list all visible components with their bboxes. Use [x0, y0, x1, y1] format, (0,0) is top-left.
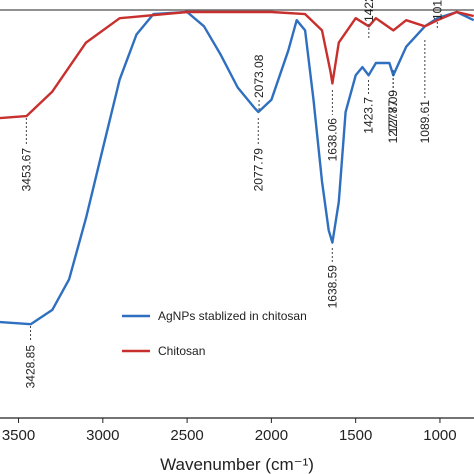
legend-label: AgNPs stablized in chitosan [158, 309, 307, 323]
x-tick-label: 1000 [423, 427, 456, 444]
annotation-label: 3453.67 [19, 148, 33, 192]
annotation-label: 1422 [362, 0, 376, 22]
annotation-label: 1277.09 [386, 90, 400, 134]
x-axis-label: Wavenumber (cm⁻¹) [160, 455, 314, 474]
annotation-label: 1638.06 [325, 118, 339, 162]
series-line [0, 10, 474, 326]
x-tick-label: 1500 [339, 427, 372, 444]
annotation-label: 1423.7 [362, 97, 376, 134]
legend-label: Chitosan [158, 344, 205, 358]
annotation-label: 1638.59 [325, 265, 339, 309]
x-tick-label: 3000 [86, 427, 119, 444]
annotation-label: 2073.08 [252, 54, 266, 98]
x-tick-label: 2000 [255, 427, 288, 444]
annotation-label: 1089.61 [418, 100, 432, 144]
annotation-label: 2077.79 [251, 148, 265, 192]
x-tick-label: 2500 [170, 427, 203, 444]
annotation-label: 3428.85 [24, 345, 38, 389]
annotation-label: 1015.64 [430, 0, 444, 20]
x-tick-label: 3500 [2, 427, 35, 444]
series-line [0, 10, 474, 120]
annotation-label: 1277.87 [386, 100, 400, 144]
